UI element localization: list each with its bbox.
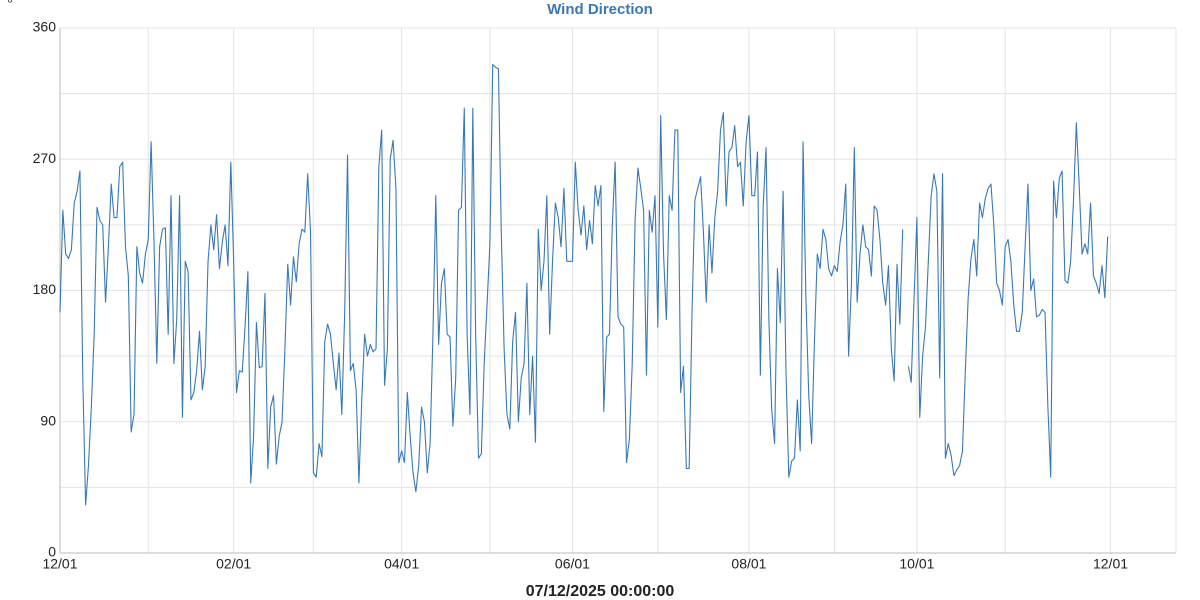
y-tick-label: 0: [48, 544, 56, 560]
x-tick-label: 10/01: [899, 556, 934, 572]
x-tick-label: 06/01: [555, 556, 590, 572]
y-tick-label: 180: [33, 281, 57, 297]
x-axis-label: 07/12/2025 00:00:00: [526, 583, 675, 600]
x-tick-label: 12/01: [1093, 556, 1128, 572]
x-tick-label: 08/01: [731, 556, 766, 572]
y-axis-unit: °: [7, 0, 13, 12]
x-tick-label: 02/01: [216, 556, 251, 572]
chart-title: Wind Direction: [547, 1, 653, 18]
x-tick-label: 04/01: [384, 556, 419, 572]
y-tick-label: 90: [40, 412, 56, 428]
y-tick-label: 360: [33, 19, 57, 35]
data-line: [59, 63, 1109, 506]
y-tick-label: 270: [33, 150, 57, 166]
x-tick-label: 12/01: [42, 556, 77, 572]
